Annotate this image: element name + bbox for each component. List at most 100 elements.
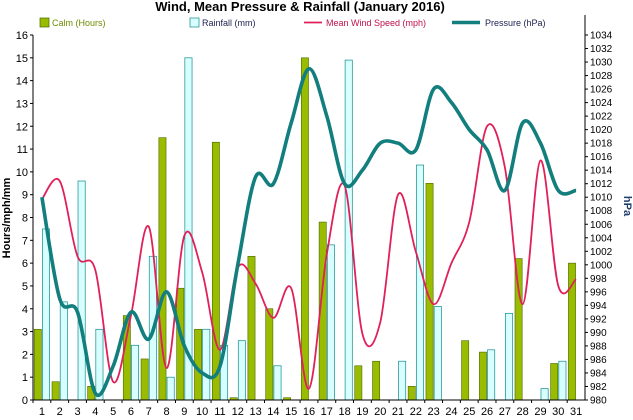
calm-bar [211, 141, 220, 401]
rainfall-bar [237, 340, 246, 401]
rainfall-bar [77, 180, 86, 401]
x-tick-label: 1 [39, 406, 45, 418]
y-tick-label-right: 1018 [590, 139, 613, 150]
wind-speed-line [41, 123, 577, 390]
x-tick-label: 13 [249, 406, 261, 418]
y-tick-label-left: 12 [16, 121, 28, 133]
y-tick-label-right: 990 [590, 328, 607, 339]
y-tick-label-left: 3 [22, 327, 28, 339]
x-tick-label: 2 [57, 406, 63, 418]
y-tick-label-right: 1010 [590, 193, 613, 204]
y-axis-label-left: Hours/mph/mm [1, 177, 13, 258]
y-tick-label-right: 988 [590, 341, 607, 352]
x-tick-label: 14 [267, 406, 279, 418]
y-tick-label-right: 980 [590, 396, 607, 407]
x-tick-label: 20 [374, 406, 386, 418]
x-tick-label: 24 [445, 406, 457, 418]
calm-bar [354, 365, 363, 401]
y-tick-label-left: 11 [17, 144, 28, 156]
y-tick-label-right: 1024 [590, 98, 613, 109]
chart-title: Wind, Mean Pressure & Rainfall (January … [155, 0, 445, 14]
y-tick-label-right: 1006 [590, 220, 613, 231]
x-tick-label: 10 [196, 406, 208, 418]
y-tick-label-right: 1028 [590, 71, 613, 82]
x-tick-label: 23 [428, 406, 440, 418]
calm-bar [461, 340, 470, 401]
calm-bar [514, 258, 523, 401]
rainfall-bar [131, 344, 139, 401]
calm-bar [372, 360, 381, 401]
calm-bar [550, 363, 559, 401]
x-tick-label: 28 [517, 406, 529, 418]
rainfall-bar [487, 349, 496, 401]
calm-bar [51, 381, 60, 401]
rainfall-bar [415, 164, 424, 401]
y-tick-label-right: 1030 [590, 58, 613, 69]
y-tick-label-right: 998 [590, 274, 607, 285]
y-tick-label-right: 1032 [590, 44, 613, 55]
x-tick-label: 15 [285, 406, 297, 418]
calm-bar [140, 358, 149, 401]
x-tick-label: 27 [499, 406, 511, 418]
y-tick-label-right: 1002 [590, 247, 613, 258]
y-tick-label-left: 10 [16, 167, 28, 179]
y-tick-label-left: 9 [22, 190, 28, 202]
x-tick-label: 22 [410, 406, 422, 418]
y-tick-label-right: 986 [590, 355, 607, 366]
rainfall-bar [558, 360, 567, 401]
pressure-line [40, 67, 577, 398]
y-tick-label-left: 4 [22, 304, 28, 316]
y-axis-label-right: hPa [621, 196, 633, 217]
y-tick-label-left: 7 [22, 235, 28, 247]
y-tick-label-right: 1034 [590, 31, 613, 42]
legend-swatch [189, 17, 200, 28]
y-tick-label-left: 0 [22, 395, 28, 407]
y-tick-label-left: 1 [22, 372, 28, 384]
y-tick-label-right: 1004 [590, 233, 613, 244]
calm-bar [265, 308, 274, 401]
y-tick-label-left: 5 [22, 281, 28, 293]
rainfall-bar [42, 228, 50, 401]
calm-bar [300, 57, 309, 401]
rainfall-bar [398, 360, 407, 401]
x-tick-label: 26 [481, 406, 493, 418]
legend-label: Calm (Hours) [52, 18, 106, 28]
rainfall-bar [505, 312, 513, 401]
y-tick-label-left: 15 [16, 53, 28, 65]
rainfall-bar [273, 365, 282, 401]
y-tick-label-right: 1026 [590, 85, 613, 96]
y-tick-label-left: 6 [22, 258, 28, 270]
calm-bar [407, 386, 416, 401]
x-tick-label: 5 [110, 406, 116, 418]
rainfall-bar [166, 376, 175, 401]
calm-bar [33, 328, 42, 401]
y-tick-label-right: 982 [590, 382, 607, 393]
y-tick-label-right: 1012 [590, 179, 613, 190]
rainfall-bar [433, 306, 442, 401]
x-tick-label: 3 [74, 406, 80, 418]
x-tick-label: 6 [128, 406, 134, 418]
y-tick-label-right: 992 [590, 314, 607, 325]
rainfall-bar [202, 328, 211, 401]
x-tick-label: 25 [463, 406, 475, 418]
x-tick-label: 11 [214, 406, 225, 418]
x-tick-label: 29 [534, 406, 546, 418]
y-tick-label-right: 1020 [590, 125, 613, 136]
x-tick-label: 21 [392, 406, 404, 418]
rainfall-bar [59, 301, 68, 401]
legend-label: Pressure (hPa) [485, 18, 546, 28]
calm-bar [479, 351, 487, 401]
x-tick-label: 31 [570, 406, 582, 418]
y-tick-label-left: 8 [22, 213, 28, 225]
x-tick-label: 7 [146, 406, 152, 418]
legend-label: Mean Wind Speed (mph) [326, 18, 426, 28]
x-tick-label: 18 [338, 406, 350, 418]
x-tick-label: 9 [181, 406, 187, 418]
y-tick-label-left: 14 [16, 76, 28, 88]
y-tick-label-right: 994 [590, 301, 607, 312]
legend-label: Rainfall (mm) [202, 18, 256, 28]
y-tick-label-right: 984 [590, 368, 607, 379]
x-tick-label: 17 [321, 406, 333, 418]
